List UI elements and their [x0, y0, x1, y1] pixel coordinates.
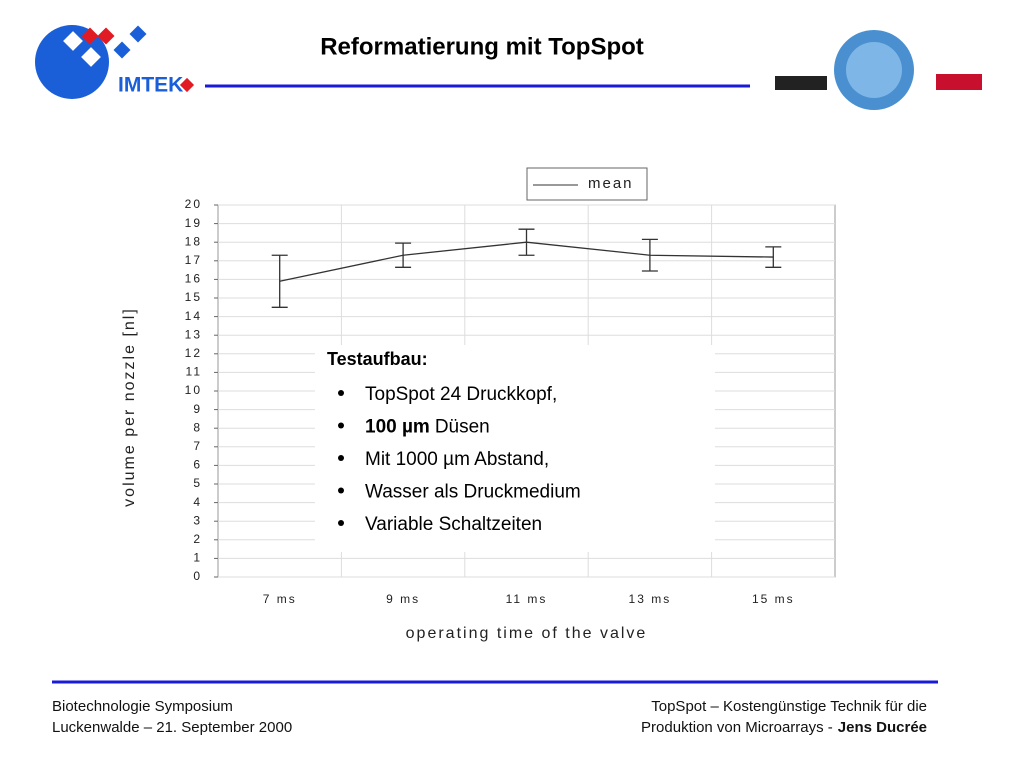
- bullet: [338, 520, 344, 526]
- y-tick-label: 2: [193, 532, 202, 546]
- y-axis-label: volume per nozzle [nl]: [121, 307, 138, 507]
- bullet-text: TopSpot 24 Druckkopf,: [365, 384, 557, 405]
- bullet-run: TopSpot 24 Druckkopf,: [365, 384, 557, 405]
- y-tick-label: 13: [185, 327, 202, 341]
- logo-text: IMTEK: [118, 74, 183, 97]
- y-tick-label: 3: [193, 513, 202, 527]
- y-tick-label: 9: [193, 402, 202, 416]
- y-tick-label: 5: [193, 476, 202, 490]
- footer-run: Produktion von Microarrays -: [641, 719, 833, 736]
- footer-bold: Jens Ducrée: [838, 719, 927, 736]
- legend: mean: [526, 167, 648, 201]
- y-tick-label: 4: [193, 495, 202, 509]
- y-tick-label: 15: [185, 290, 202, 304]
- x-tick-label: 7 ms: [263, 592, 297, 606]
- y-tick-label: 12: [185, 346, 202, 360]
- error-bar: [765, 246, 782, 268]
- y-tick-label: 17: [185, 253, 202, 267]
- partner-logos: [775, 30, 982, 110]
- y-tick-label: 16: [185, 272, 202, 286]
- footer: Biotechnologie Symposium Luckenwalde – 21…: [52, 698, 927, 736]
- footer-left: Luckenwalde – 21. September 2000: [52, 719, 292, 736]
- x-tick-label: 9 ms: [386, 592, 420, 606]
- bullet-run: Mit 1000 µm Abstand,: [365, 449, 549, 470]
- x-tick-label: 11 ms: [506, 592, 548, 606]
- y-tick-label: 1: [193, 551, 202, 565]
- bullet: [338, 455, 344, 461]
- bullet: [338, 487, 344, 494]
- footer-left: Biotechnologie Symposium: [52, 698, 233, 715]
- bullet-run: Wasser als Druckmedium: [365, 482, 581, 503]
- bullet: [338, 422, 344, 429]
- y-tick-label: 8: [193, 420, 202, 434]
- footer-right: TopSpot – Kostengünstige Technik für die: [651, 698, 927, 715]
- bullet-text: Variable Schaltzeiten: [365, 514, 542, 535]
- y-tick-label: 20: [185, 197, 202, 211]
- y-tick-label: 11: [186, 365, 202, 379]
- bullet-text: 100 µm Düsen: [365, 417, 490, 438]
- bullet-text: Mit 1000 µm Abstand,: [365, 449, 549, 470]
- bullet-text: Wasser als Druckmedium: [365, 482, 581, 503]
- text-box-heading: Testaufbau:: [327, 349, 428, 369]
- slide-title: Reformatierung mit TopSpot: [320, 33, 644, 60]
- bullet-bold: 100 µm: [365, 417, 430, 438]
- footer-right: Produktion von Microarrays - Jens Ducrée: [641, 719, 927, 736]
- y-tick-label: 6: [193, 458, 202, 472]
- y-tick-label: 0: [193, 569, 202, 583]
- error-bar: [271, 254, 288, 308]
- bullet-run: Variable Schaltzeiten: [365, 514, 542, 535]
- error-bar: [641, 238, 658, 272]
- text-box-bg: [315, 345, 715, 552]
- legend-box: [526, 167, 648, 201]
- y-tick-label: 7: [193, 439, 202, 453]
- y-tick-label: 14: [185, 309, 202, 323]
- x-axis-label: operating time of the valve: [406, 625, 648, 642]
- footer-run: TopSpot – Kostengünstige Technik für die: [651, 698, 927, 715]
- y-tick-label: 18: [185, 234, 202, 248]
- bullet-run: Düsen: [435, 417, 490, 438]
- x-tick-label: 13 ms: [629, 592, 672, 606]
- error-bar: [518, 228, 535, 256]
- y-tick-label: 19: [185, 216, 202, 230]
- error-bar: [395, 242, 412, 268]
- x-tick-label: 15 ms: [752, 592, 795, 606]
- y-tick-label: 10: [185, 383, 202, 397]
- bullet: [338, 390, 344, 396]
- text-box: Testaufbau: TopSpot 24 Druckkopf, 100 µm Dü…: [315, 345, 715, 552]
- legend-label: mean: [588, 175, 634, 192]
